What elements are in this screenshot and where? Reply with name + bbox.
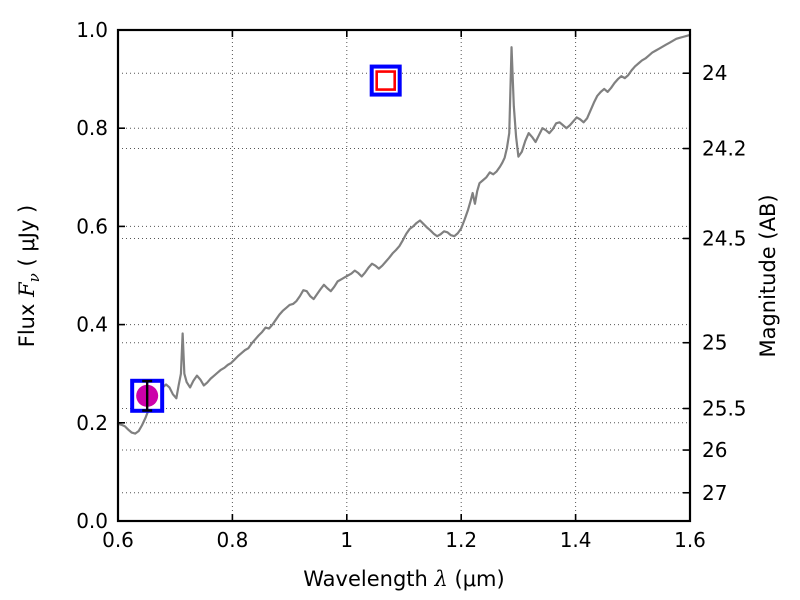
x-tick-label: 1.6: [674, 528, 706, 552]
y2-tick-label: 24: [702, 61, 727, 85]
x-tick-label: 1.2: [445, 528, 477, 552]
y2-tick-label: 25.5: [702, 397, 747, 421]
x-axis-ticks: [117, 30, 691, 521]
model-spectrum-line: [116, 33, 692, 435]
y2-axis-label: Magnitude (AB): [756, 194, 780, 357]
x-axis-tick-labels: 0.6 0.8 1 1.2 1.4 1.6: [102, 528, 706, 552]
photometry-upper-limit-marker[interactable]: [369, 64, 402, 97]
y2-tick-label: 24.2: [702, 137, 747, 161]
y-tick-label: 0.6: [76, 214, 108, 238]
horizontal-gridlines: [118, 127, 690, 424]
photometry-detection-marker[interactable]: [130, 378, 165, 413]
x-tick-label: 1: [340, 528, 353, 552]
y2-axis-ticks: [683, 72, 690, 494]
x-tick-label: 1.4: [560, 528, 592, 552]
y2-tick-label: 25: [702, 331, 727, 355]
x-axis-label: Wavelength λ (μm): [303, 567, 504, 591]
photometry-markers[interactable]: [130, 64, 402, 413]
y-axis-tick-labels: 0.0 0.2 0.4 0.6 0.8 1.0: [76, 18, 108, 533]
y-tick-label: 0.0: [76, 509, 108, 533]
y2-axis-tick-labels: 24 24.2 24.5 25 25.5 26 27: [702, 61, 747, 505]
y2-tick-label: 26: [702, 438, 727, 462]
right-axis-gridlines: [118, 72, 690, 494]
y-tick-label: 0.8: [76, 116, 108, 140]
y-tick-label: 0.2: [76, 411, 108, 435]
y2-tick-label: 27: [702, 481, 727, 505]
axes-background: [118, 30, 690, 521]
y-axis-label: Flux Fν ( μJy ): [15, 205, 43, 348]
y-tick-label: 0.4: [76, 313, 108, 337]
y-axis-ticks: [118, 29, 125, 522]
y2-tick-label: 24.5: [702, 226, 747, 250]
y-tick-label: 1.0: [76, 18, 108, 42]
axes-frame: [116, 28, 692, 523]
x-tick-label: 0.6: [102, 528, 134, 552]
x-tick-label: 0.8: [216, 528, 248, 552]
